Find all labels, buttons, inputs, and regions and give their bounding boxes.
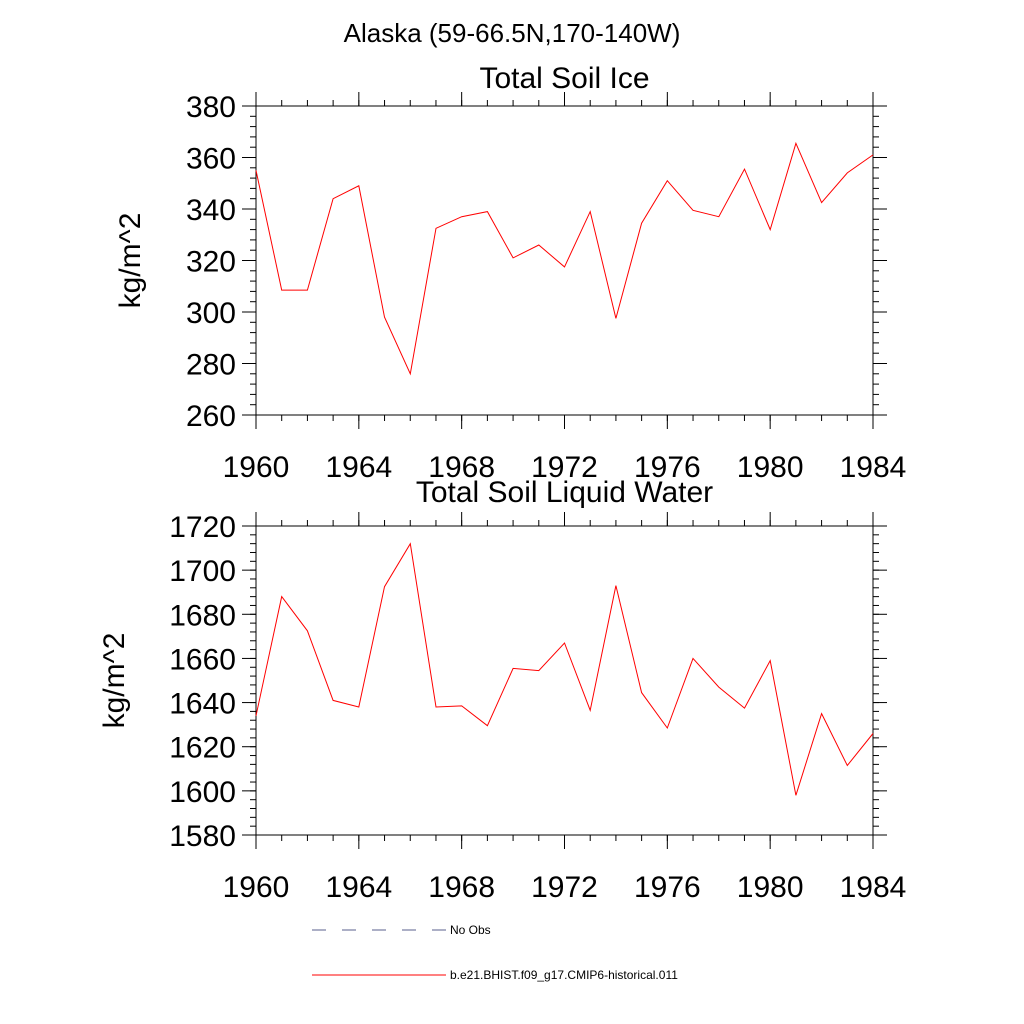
y-tick-label: 280 [186,349,236,382]
y-tick-label: 1700 [169,555,236,588]
x-tick-label: 1984 [840,871,907,904]
figure-title: Alaska (59-66.5N,170-140W) [344,18,681,48]
legend-label: b.e21.BHIST.f09_g17.CMIP6-historical.011 [450,968,678,982]
y-tick-label: 360 [186,143,236,176]
x-tick-label: 1976 [634,451,701,484]
x-tick-label: 1968 [428,871,495,904]
legend: No Obs b.e21.BHIST.f09_g17.CMIP6-historic… [312,923,678,982]
series-line [255,542,874,796]
x-tick-label: 1964 [325,451,392,484]
y-tick-label: 340 [186,194,236,227]
y-axis-label: kg/m^2 [98,633,131,729]
y-tick-label: 320 [186,246,236,279]
y-tick-label: 380 [186,91,236,124]
y-tick-label: 1620 [169,732,236,765]
y-tick-label: 260 [186,400,236,433]
series-line [255,141,874,376]
x-tick-label: 1968 [428,451,495,484]
x-tick-label: 1972 [531,451,598,484]
chart-panel-soil-ice: Total Soil Ice 260 280 300 320 340 360 380 1960 1… [114,62,906,484]
x-tick-label: 1980 [737,451,804,484]
y-tick-label: 1720 [169,511,236,544]
x-tick-label: 1972 [531,871,598,904]
x-tick-label: 1964 [325,871,392,904]
chart-panel-soil-liquid-water: Total Soil Liquid Water 1580 1600 1620 1640 1… [98,476,906,904]
panel-title: Total Soil Liquid Water [416,476,713,509]
y-tick-label: 1600 [169,776,236,809]
plot-frame [255,525,874,836]
x-tick-label: 1980 [737,871,804,904]
y-tick-label: 300 [186,297,236,330]
x-tick-label: 1984 [840,451,907,484]
legend-label: No Obs [450,923,491,937]
y-axis-label: kg/m^2 [114,213,147,309]
x-tick-label: 1976 [634,871,701,904]
y-tick-label: 1580 [169,820,236,853]
x-tick-label: 1960 [223,871,290,904]
panel-title: Total Soil Ice [479,62,649,95]
y-tick-label: 1680 [169,599,236,632]
y-tick-label: 1660 [169,643,236,676]
plot-frame [255,105,874,416]
x-tick-label: 1960 [223,451,290,484]
y-tick-label: 1640 [169,688,236,721]
